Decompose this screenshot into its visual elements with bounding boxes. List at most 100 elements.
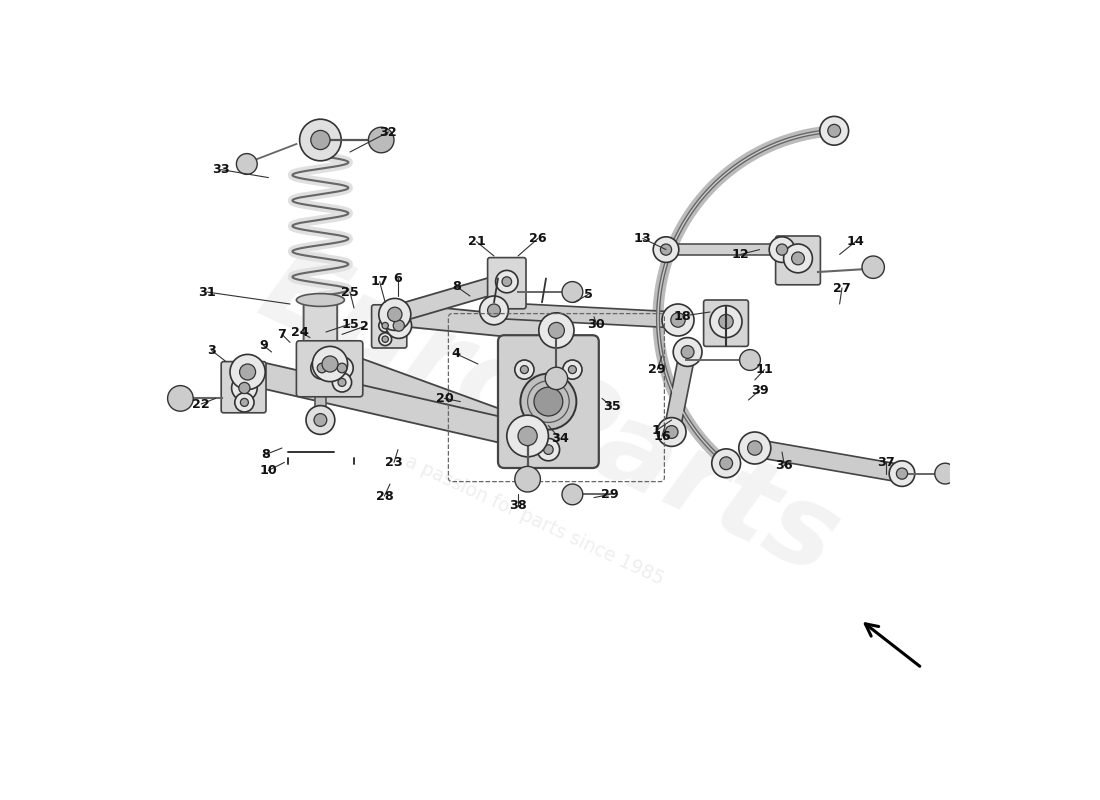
Circle shape [710, 306, 742, 338]
Text: 26: 26 [529, 232, 547, 245]
Text: 37: 37 [877, 456, 895, 469]
Circle shape [167, 386, 194, 411]
Text: 35: 35 [603, 400, 620, 413]
Text: 16: 16 [653, 430, 671, 442]
Circle shape [306, 406, 334, 434]
Text: 30: 30 [587, 318, 605, 330]
FancyBboxPatch shape [704, 300, 748, 346]
Circle shape [338, 378, 346, 386]
Circle shape [515, 360, 534, 379]
Text: 36: 36 [776, 459, 793, 472]
Circle shape [718, 314, 734, 329]
Circle shape [657, 418, 686, 446]
Circle shape [520, 374, 576, 430]
Circle shape [241, 398, 249, 406]
FancyBboxPatch shape [304, 296, 338, 359]
Text: 8: 8 [452, 280, 461, 293]
Text: 17: 17 [371, 275, 388, 288]
Text: 33: 33 [212, 163, 230, 176]
Text: 6: 6 [394, 272, 403, 285]
Text: a passion for parts since 1985: a passion for parts since 1985 [402, 451, 667, 589]
Circle shape [792, 252, 804, 265]
Circle shape [317, 363, 327, 373]
Polygon shape [663, 350, 695, 434]
Circle shape [562, 282, 583, 302]
Circle shape [777, 244, 788, 255]
Circle shape [719, 457, 733, 470]
Circle shape [232, 375, 257, 401]
Circle shape [515, 466, 540, 492]
Circle shape [653, 237, 679, 262]
Text: 24: 24 [292, 326, 309, 338]
Circle shape [331, 357, 353, 379]
FancyBboxPatch shape [372, 305, 407, 348]
Circle shape [480, 296, 508, 325]
Circle shape [368, 127, 394, 153]
Circle shape [312, 346, 348, 382]
Circle shape [671, 313, 685, 327]
Text: 1: 1 [652, 424, 661, 437]
Bar [316, 360, 326, 412]
Circle shape [563, 360, 582, 379]
Circle shape [681, 346, 694, 358]
Circle shape [748, 441, 762, 455]
Text: 15: 15 [341, 318, 359, 330]
Text: 27: 27 [833, 282, 851, 294]
Text: 34: 34 [551, 432, 569, 445]
Text: 23: 23 [385, 456, 403, 469]
Circle shape [662, 304, 694, 336]
Polygon shape [754, 439, 903, 482]
Circle shape [739, 350, 760, 370]
Polygon shape [393, 273, 509, 323]
Circle shape [828, 124, 840, 137]
Circle shape [314, 414, 327, 426]
Text: 8: 8 [262, 448, 271, 461]
Circle shape [935, 463, 956, 484]
Text: 11: 11 [756, 363, 773, 376]
Circle shape [507, 415, 549, 457]
Circle shape [712, 449, 740, 478]
Circle shape [562, 484, 583, 505]
Circle shape [234, 393, 254, 412]
Circle shape [332, 373, 352, 392]
Circle shape [382, 336, 388, 342]
Bar [306, 357, 336, 363]
Circle shape [549, 322, 564, 338]
Circle shape [322, 356, 338, 372]
FancyBboxPatch shape [221, 362, 266, 413]
Circle shape [666, 426, 678, 438]
Text: 22: 22 [192, 398, 210, 410]
Text: 38: 38 [509, 499, 527, 512]
Circle shape [239, 382, 250, 394]
FancyBboxPatch shape [296, 341, 363, 397]
Text: 10: 10 [260, 464, 277, 477]
Text: 29: 29 [648, 363, 667, 376]
Polygon shape [324, 349, 534, 451]
Circle shape [673, 338, 702, 366]
Circle shape [311, 130, 330, 150]
Text: 7: 7 [277, 328, 286, 341]
Circle shape [862, 256, 884, 278]
Circle shape [769, 237, 795, 262]
Circle shape [378, 298, 410, 330]
Circle shape [896, 468, 907, 479]
Circle shape [660, 244, 672, 255]
Text: 3: 3 [207, 344, 216, 357]
Text: 9: 9 [260, 339, 268, 352]
Text: 29: 29 [601, 488, 619, 501]
FancyBboxPatch shape [498, 335, 598, 468]
Circle shape [487, 304, 500, 317]
Text: 32: 32 [379, 126, 397, 138]
Circle shape [378, 333, 392, 346]
Text: 28: 28 [375, 490, 394, 502]
Circle shape [569, 366, 576, 374]
Circle shape [387, 307, 402, 322]
Polygon shape [494, 302, 679, 328]
Text: 4: 4 [451, 347, 460, 360]
Circle shape [534, 387, 563, 416]
Circle shape [539, 313, 574, 348]
Circle shape [520, 366, 528, 374]
Circle shape [338, 363, 346, 373]
Text: 18: 18 [674, 310, 692, 322]
Text: 5: 5 [584, 288, 593, 301]
